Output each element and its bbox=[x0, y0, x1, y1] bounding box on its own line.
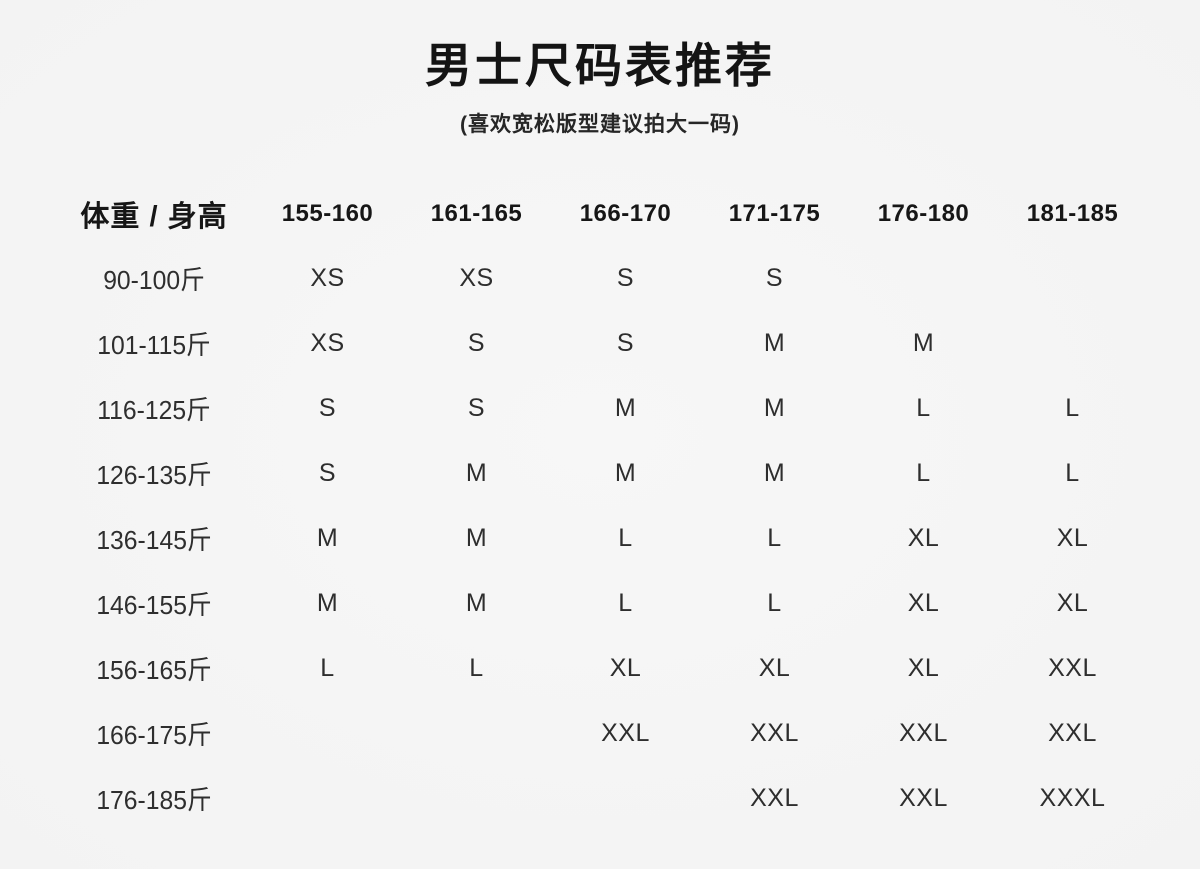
size-cell: XL bbox=[1056, 588, 1089, 617]
table-row: 176-185斤 XXL XXL XXXL bbox=[55, 766, 1147, 831]
header-cell-height-range: 181-185 bbox=[1026, 199, 1119, 227]
size-cell: XXL bbox=[1048, 718, 1097, 747]
header-cell-height-range: 171-175 bbox=[728, 199, 821, 227]
header-cell-height-range: 176-180 bbox=[877, 199, 970, 227]
table-row: 156-165斤 L L XL XL XL XXL bbox=[55, 636, 1147, 701]
table-row: 136-145斤 M M L L XL XL bbox=[55, 506, 1147, 571]
size-cell: S bbox=[318, 393, 337, 422]
weight-label: 101-115斤 bbox=[97, 329, 211, 360]
weight-label: 176-185斤 bbox=[96, 784, 212, 815]
size-cell: L bbox=[1065, 458, 1080, 487]
size-cell: L bbox=[767, 523, 782, 552]
size-cell: XL bbox=[907, 523, 940, 552]
size-cell: L bbox=[320, 653, 335, 682]
table-row: 146-155斤 M M L L XL XL bbox=[55, 571, 1147, 636]
size-cell: XXL bbox=[750, 718, 799, 747]
size-cell: L bbox=[916, 458, 931, 487]
table-row: 101-115斤 XS S S M M bbox=[55, 311, 1147, 376]
size-cell: S bbox=[616, 328, 635, 357]
size-cell: M bbox=[763, 393, 786, 422]
weight-label: 126-135斤 bbox=[96, 459, 212, 490]
header-cell-height-range: 155-160 bbox=[281, 199, 374, 227]
size-cell: L bbox=[916, 393, 931, 422]
size-cell: XXL bbox=[899, 783, 948, 812]
size-cell: M bbox=[614, 393, 637, 422]
header-cell-height-range: 161-165 bbox=[430, 199, 523, 227]
table-row: 90-100斤 XS XS S S bbox=[55, 246, 1147, 311]
size-cell: L bbox=[469, 653, 484, 682]
size-cell: S bbox=[616, 263, 635, 292]
size-cell: XS bbox=[310, 328, 345, 357]
size-cell: S bbox=[467, 328, 486, 357]
size-cell: M bbox=[465, 588, 488, 617]
size-cell: M bbox=[316, 523, 339, 552]
size-table: 体重 / 身高 155-160 161-165 166-170 171-175 … bbox=[55, 182, 1147, 831]
size-cell: M bbox=[614, 458, 637, 487]
size-cell: XL bbox=[907, 653, 940, 682]
size-cell: L bbox=[767, 588, 782, 617]
header-cell-height-range: 166-170 bbox=[579, 199, 672, 227]
size-cell: S bbox=[467, 393, 486, 422]
weight-label: 156-165斤 bbox=[96, 654, 212, 685]
size-cell: M bbox=[465, 523, 488, 552]
size-cell: M bbox=[763, 458, 786, 487]
size-cell: L bbox=[618, 588, 633, 617]
size-cell: M bbox=[316, 588, 339, 617]
size-cell: XXXL bbox=[1039, 783, 1106, 812]
size-cell: XL bbox=[758, 653, 791, 682]
page-title: 男士尺码表推荐 bbox=[425, 39, 775, 92]
table-row: 166-175斤 XXL XXL XXL XXL bbox=[55, 701, 1147, 766]
size-cell: XXL bbox=[1048, 653, 1097, 682]
weight-label: 146-155斤 bbox=[96, 589, 212, 620]
table-body: 90-100斤 XS XS S S 101-115斤 XS S S M M 116-125斤 S S M M L… bbox=[55, 246, 1147, 831]
size-cell: M bbox=[763, 328, 786, 357]
size-cell: S bbox=[765, 263, 784, 292]
table-header-row: 体重 / 身高 155-160 161-165 166-170 171-175 … bbox=[55, 182, 1147, 246]
size-cell: XS bbox=[459, 263, 494, 292]
table-row: 126-135斤 S M M M L L bbox=[55, 441, 1147, 506]
size-cell: L bbox=[1065, 393, 1080, 422]
size-cell: L bbox=[618, 523, 633, 552]
size-cell: XL bbox=[1056, 523, 1089, 552]
size-cell: S bbox=[318, 458, 337, 487]
size-cell: XXL bbox=[750, 783, 799, 812]
size-cell: M bbox=[465, 458, 488, 487]
table-row: 116-125斤 S S M M L L bbox=[55, 376, 1147, 441]
size-cell: XL bbox=[907, 588, 940, 617]
weight-label: 116-125斤 bbox=[97, 394, 211, 425]
weight-label: 90-100斤 bbox=[103, 264, 205, 295]
page-subtitle: (喜欢宽松版型建议拍大一码) bbox=[460, 112, 740, 136]
header-cell-weight-height: 体重 / 身高 bbox=[80, 200, 228, 233]
size-cell: XS bbox=[310, 263, 345, 292]
size-cell: XXL bbox=[899, 718, 948, 747]
size-cell: XL bbox=[609, 653, 642, 682]
weight-label: 166-175斤 bbox=[96, 719, 212, 750]
size-cell: M bbox=[912, 328, 935, 357]
weight-label: 136-145斤 bbox=[96, 524, 212, 555]
size-cell: XXL bbox=[601, 718, 650, 747]
